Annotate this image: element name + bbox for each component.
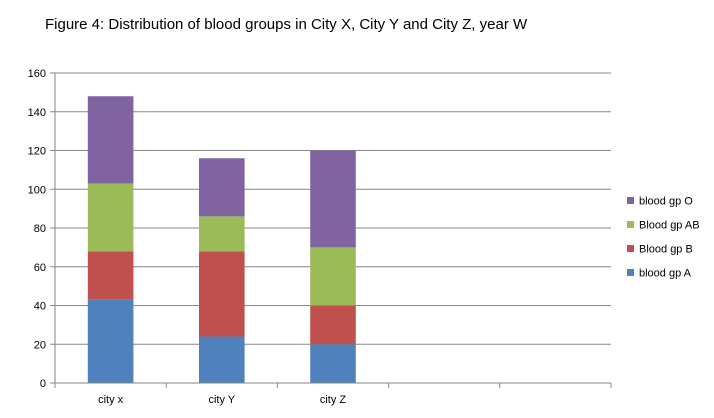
- legend-swatch: [627, 221, 634, 228]
- legend-label: Blood gp B: [639, 244, 693, 256]
- bar-segment-blood-gp-b: [87, 251, 134, 300]
- bar-segment-blood-gp-ab: [87, 183, 134, 252]
- bar-segment-blood-gp-b: [199, 251, 245, 337]
- y-tick-label: 100: [28, 184, 46, 196]
- y-tick-label: 140: [28, 107, 46, 119]
- bar-segment-blood-gp-a: [87, 299, 134, 383]
- axes: [54, 73, 611, 384]
- legend-swatch: [627, 245, 634, 252]
- legend-label: Blood gp AB: [639, 220, 700, 232]
- bar-segment-blood-gp-ab: [199, 216, 245, 252]
- bar-segment-blood-gp-o: [199, 158, 245, 217]
- y-tick-label: 120: [28, 146, 46, 158]
- chart-title: Figure 4: Distribution of blood groups i…: [45, 16, 528, 33]
- legend-swatch: [627, 197, 634, 204]
- y-tick-label: 0: [40, 378, 46, 390]
- legend: blood gp O Blood gp AB Blood gp B blood gp …: [627, 196, 700, 280]
- y-tick-label: 80: [34, 223, 46, 235]
- bars: [87, 96, 356, 383]
- legend-label: blood gp O: [639, 196, 693, 208]
- bar-segment-blood-gp-o: [310, 150, 356, 248]
- bar-segment-blood-gp-o: [87, 96, 134, 184]
- y-tick-label: 160: [28, 68, 46, 80]
- y-tick-label: 20: [34, 339, 46, 351]
- x-axis-ticks: city x city Y city Z: [54, 383, 612, 406]
- x-tick-label: city Y: [208, 394, 235, 406]
- y-axis-ticks: 0 20 40 60 80 100 120 140 160: [28, 68, 55, 390]
- y-tick-label: 60: [34, 262, 46, 274]
- x-tick-label: city Z: [320, 394, 347, 406]
- y-tick-label: 40: [34, 301, 46, 313]
- bar-segment-blood-gp-a: [199, 336, 245, 383]
- x-tick-label: city x: [98, 394, 124, 406]
- bar-segment-blood-gp-ab: [310, 247, 356, 306]
- bar-segment-blood-gp-b: [310, 305, 356, 345]
- legend-swatch: [627, 269, 634, 276]
- bar-segment-blood-gp-a: [310, 344, 356, 383]
- legend-label: blood gp A: [639, 268, 692, 280]
